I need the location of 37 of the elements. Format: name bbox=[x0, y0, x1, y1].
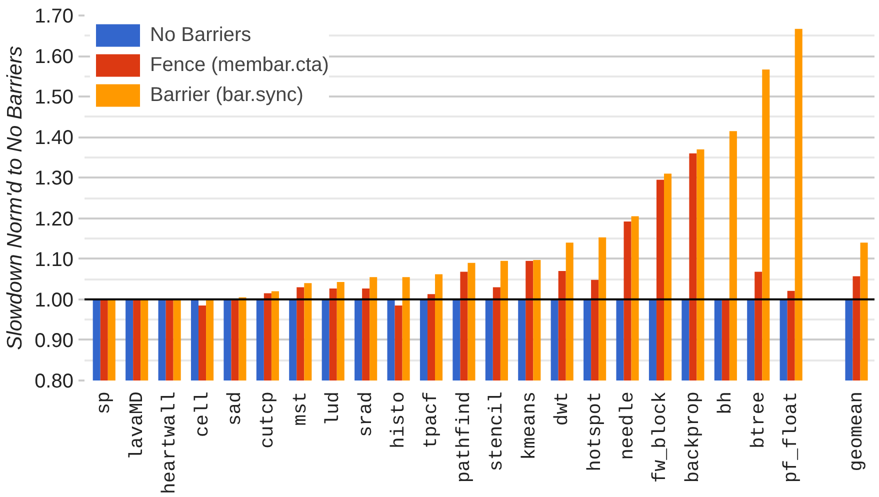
x-tick-label: fw_block bbox=[649, 391, 672, 483]
x-tick-label: hotspot bbox=[584, 391, 606, 472]
legend-label: Fence (membar.cta) bbox=[150, 54, 329, 76]
x-tick-label: cell bbox=[191, 392, 214, 438]
y-tick-label: 1.30 bbox=[34, 168, 74, 190]
x-tick-label: bh bbox=[714, 391, 737, 414]
x-tick-label: lavaMD bbox=[126, 391, 148, 460]
x-tick-label: srad bbox=[354, 392, 377, 438]
x-tick-label: backprop bbox=[682, 391, 704, 483]
x-tick-label: heartwall bbox=[158, 391, 181, 494]
x-tick-label: pathfind bbox=[452, 391, 475, 483]
y-tick-label: 0.80 bbox=[34, 370, 74, 392]
y-tick-label: 1.60 bbox=[34, 46, 74, 68]
x-tick-label: pf_float bbox=[780, 391, 802, 483]
x-tick-label: sad bbox=[224, 391, 246, 426]
x-tick-label: mst bbox=[289, 391, 312, 426]
x-tick-label: geomean bbox=[846, 391, 868, 472]
x-tick-label: sp bbox=[93, 391, 116, 414]
legend-label: Barrier (bar.sync) bbox=[150, 84, 304, 106]
x-tick-label: tpacf bbox=[420, 391, 442, 449]
x-tick-label: kmeans bbox=[518, 391, 540, 460]
y-tick-label: 1.00 bbox=[34, 289, 74, 312]
x-tick-label: dwt bbox=[551, 391, 574, 426]
x-tick-label: lud bbox=[322, 391, 344, 426]
y-tick-label: 0.90 bbox=[34, 330, 74, 352]
y-tick-label: 1.20 bbox=[34, 208, 74, 230]
y-axis-title: Slowdown Norm'd to No Barriers bbox=[4, 46, 27, 350]
y-tick-label: 1.40 bbox=[34, 127, 74, 150]
x-tick-label: needle bbox=[616, 391, 639, 460]
y-tick-label: 1.10 bbox=[34, 248, 74, 271]
x-tick-label: stencil bbox=[486, 391, 508, 472]
legend-label: No Barriers bbox=[150, 24, 252, 46]
y-tick-label: 1.50 bbox=[34, 86, 74, 109]
x-tick-label: btree bbox=[747, 391, 770, 449]
x-tick-label: histo bbox=[388, 391, 410, 449]
x-tick-label: cutcp bbox=[256, 391, 279, 449]
y-tick-label: 1.70 bbox=[34, 6, 74, 28]
